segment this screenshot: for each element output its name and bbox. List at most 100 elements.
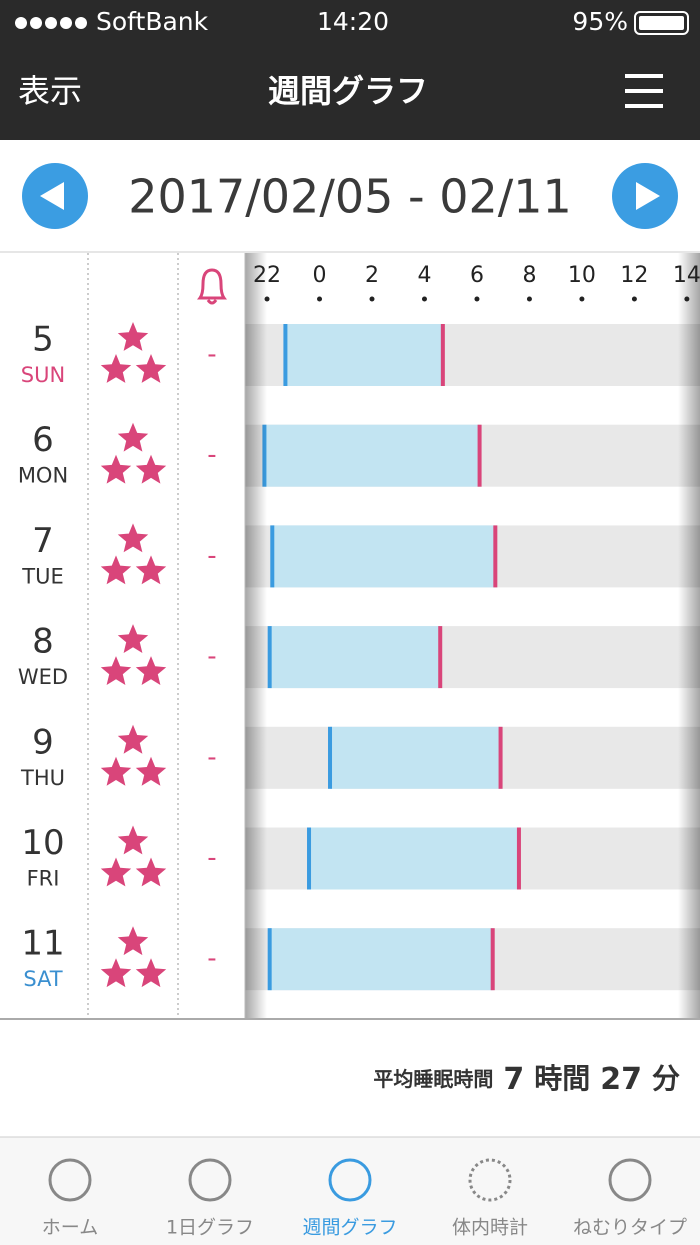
alarm-time: - (207, 742, 216, 772)
graph-shadow (245, 253, 267, 1018)
battery-level: 95% (572, 7, 628, 36)
star (135, 656, 167, 685)
star (117, 322, 149, 351)
average-sleep: 平均睡眠時間 7 時間 27 分 (373, 1062, 680, 1097)
summary-minutes-unit: 分 (652, 1062, 680, 1095)
summary-minutes: 27 (600, 1062, 642, 1097)
day-number: 7 (32, 521, 54, 561)
tab-bar (0, 1137, 700, 1245)
day-number: 5 (32, 320, 54, 360)
x-tick-label: 2 (365, 263, 379, 288)
tab-icon (608, 1158, 652, 1202)
summary-hours: 7 (503, 1062, 524, 1097)
battery-icon (634, 11, 689, 35)
bedtime-marker (328, 726, 333, 789)
sleep-bar (264, 424, 480, 487)
carrier: SoftBank (96, 7, 209, 36)
x-tick-label: 22 (253, 263, 281, 288)
bedtime-marker (267, 626, 272, 689)
tick-dot (684, 296, 690, 302)
sleep-bar (269, 928, 493, 991)
menu-button[interactable] (625, 74, 663, 108)
prev-week-button[interactable] (22, 163, 88, 229)
tab[interactable]: ホーム (42, 1158, 98, 1239)
tick-dot (474, 296, 480, 302)
tab[interactable]: ねむりタイプ (573, 1158, 687, 1239)
date-range: 2017/02/05 - 02/11 (128, 170, 572, 224)
x-tick-label: 6 (470, 263, 484, 288)
star (117, 825, 149, 855)
sleep-bar (330, 726, 501, 789)
sleep-rating (100, 322, 167, 383)
summary-hours-unit: 時間 (534, 1062, 590, 1095)
tab-label: 週間グラフ (302, 1217, 397, 1239)
tick-dot (369, 296, 375, 302)
star (100, 656, 132, 685)
weekday: SAT (23, 967, 62, 991)
star (135, 454, 167, 484)
sleep-bar (309, 827, 519, 890)
alarm-icon (197, 268, 227, 305)
wake-marker (493, 525, 498, 588)
graph-shadow (678, 253, 700, 1018)
wake-marker (490, 928, 495, 991)
alarm-time: - (207, 944, 216, 974)
summary-label: 平均睡眠時間 (373, 1067, 493, 1091)
tab-icon (468, 1158, 512, 1202)
alarm-time: - (207, 843, 216, 873)
tab[interactable]: 1日グラフ (166, 1158, 254, 1239)
star (100, 454, 132, 484)
x-tick-label: 14 (673, 263, 700, 288)
star (100, 857, 132, 887)
star (135, 857, 167, 887)
alarm-time: - (207, 642, 216, 672)
star (117, 724, 149, 754)
weekday: TUE (21, 564, 63, 588)
signal (15, 17, 87, 29)
day-number: 10 (21, 823, 64, 863)
star (117, 926, 149, 956)
wake-marker (438, 626, 443, 689)
display-button[interactable]: 表示 (18, 72, 82, 110)
tab-label: ねむりタイプ (573, 1217, 687, 1239)
weekday: WED (18, 665, 68, 689)
tick-dot (264, 296, 270, 302)
tab-label: ホーム (42, 1217, 98, 1239)
bedtime-marker (267, 928, 272, 991)
day-number: 6 (32, 420, 54, 460)
star (135, 756, 167, 786)
sleep-rating (100, 422, 167, 484)
sleep-bar (272, 525, 496, 588)
x-tick-label: 10 (568, 263, 596, 288)
sleep-rating (100, 926, 167, 988)
x-tick-label: 4 (417, 263, 431, 288)
wake-marker (440, 324, 445, 386)
alarm-time: - (207, 541, 216, 571)
wake-marker (516, 827, 521, 890)
tab-label: 1日グラフ (166, 1217, 254, 1239)
tab-icon (188, 1158, 232, 1202)
tab[interactable]: 体内時計 (452, 1158, 528, 1239)
tick-dot (631, 296, 637, 302)
screen-title: 週間グラフ (268, 72, 428, 110)
star (100, 354, 132, 383)
star (100, 958, 132, 988)
top-bar (0, 0, 700, 140)
x-tick-label: 12 (620, 263, 648, 288)
wake-marker (477, 424, 482, 487)
bedtime-marker (307, 827, 312, 890)
star (135, 555, 167, 585)
tab[interactable]: 週間グラフ (302, 1158, 398, 1239)
sleep-bar (285, 324, 443, 386)
tab-label: 体内時計 (452, 1217, 528, 1239)
sleep-rating (100, 523, 167, 585)
star (100, 555, 132, 585)
tick-dot (526, 296, 532, 302)
weekday: SUN (21, 363, 65, 387)
sleep-rating (100, 724, 167, 786)
tab-icon (328, 1158, 372, 1202)
next-week-button[interactable] (612, 163, 678, 229)
tab-icon (48, 1158, 92, 1202)
